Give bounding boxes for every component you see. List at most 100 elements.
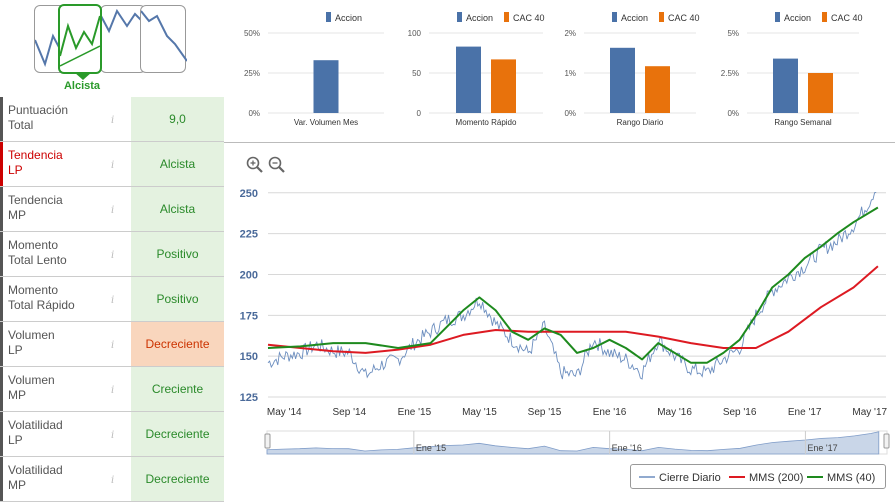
y-tick-label: 25%: [244, 69, 260, 78]
info-icon[interactable]: i: [111, 430, 115, 441]
y-tick-label: 50%: [244, 29, 260, 38]
bar-accion[interactable]: [773, 58, 798, 113]
legend-label: Accion: [621, 13, 648, 23]
navigator-left-handle[interactable]: [264, 433, 271, 449]
info-icon[interactable]: i: [111, 160, 115, 171]
legend-swatch: [822, 12, 827, 22]
indicator-label-line2: LP: [8, 343, 23, 357]
x-tick-label: Ene '16: [593, 407, 627, 418]
legend-label: CAC 40: [513, 13, 545, 23]
y-tick-label: 200: [240, 269, 258, 281]
indicator-value: Decreciente: [131, 412, 224, 456]
info-icon[interactable]: i: [111, 115, 115, 126]
trend-option-bullish[interactable]: [58, 4, 102, 74]
y-tick-label: 5%: [727, 29, 739, 38]
indicator-row: Tendencia LP i Alcista: [0, 142, 224, 187]
trend-option-down[interactable]: [140, 5, 188, 73]
x-tick-label: Ene '15: [398, 407, 432, 418]
indicator-table: Puntuación Total i 9,0 Tendencia LP i Alcista Te…: [0, 97, 224, 502]
info-icon[interactable]: i: [111, 475, 115, 486]
mini-chart-xlabel: Momento Rápido: [456, 118, 517, 127]
x-tick-label: May '14: [267, 407, 302, 418]
x-tick-label: May '15: [462, 407, 497, 418]
indicator-label: Momento Total Lento i: [0, 232, 130, 276]
info-icon[interactable]: i: [111, 295, 115, 306]
indicator-label-line1: Volumen: [8, 373, 55, 387]
legend-label-0[interactable]: Cierre Diario: [659, 472, 721, 484]
indicator-value: Decreciente: [131, 457, 224, 501]
indicator-label: Volumen MP i: [0, 367, 130, 411]
info-icon[interactable]: i: [111, 340, 115, 351]
indicator-value: 9,0: [131, 97, 224, 141]
y-tick-label: 1%: [564, 69, 576, 78]
bar-accion[interactable]: [456, 46, 481, 113]
x-tick-label: May '17: [852, 407, 887, 418]
bar-cac-40[interactable]: [491, 59, 516, 113]
legend-label: Accion: [784, 13, 811, 23]
y-tick-label: 0%: [564, 109, 576, 118]
indicator-label: Tendencia LP i: [0, 142, 130, 186]
indicator-label-line2: Total: [8, 118, 34, 132]
price-chart[interactable]: 125 150 175 200 225 250 May '14 Sep '14 Ene '15 M…: [224, 144, 895, 501]
y-tick-label: 175: [240, 310, 258, 322]
trend-option-neutral[interactable]: [100, 5, 148, 73]
legend-label: CAC 40: [831, 13, 863, 23]
indicator-label: Momento Total Rápido i: [0, 277, 130, 321]
y-tick-label: 0%: [248, 109, 260, 118]
navigator-tick-label: Ene '15: [416, 443, 446, 453]
indicator-label-line2: LP: [8, 433, 23, 447]
bar-cac-40[interactable]: [808, 73, 833, 113]
legend-label-1[interactable]: MMS (200): [749, 472, 803, 484]
indicator-row: Momento Total Rápido i Positivo: [0, 277, 224, 322]
legend-swatch: [775, 12, 780, 22]
mini-chart-0: Accion 0% 25% 50% Var. Volumen Mes: [244, 12, 384, 127]
indicator-label-line2: MP: [8, 388, 26, 402]
indicator-label-line2: MP: [8, 208, 26, 222]
bar-cac-40[interactable]: [645, 66, 670, 113]
price-chart-legend: Cierre Diario MMS (200) MMS (40): [630, 464, 886, 489]
indicator-panel: Alcista Puntuación Total i 9,0 Tendencia LP i A…: [0, 0, 224, 502]
y-tick-label: 225: [240, 229, 258, 241]
trend-pointer-icon: [74, 72, 92, 80]
x-tick-label: Sep '16: [723, 407, 757, 418]
mini-chart-2: Accion CAC 40 0% 1% 2% Rango Diario: [564, 12, 700, 127]
x-tick-label: Ene '17: [788, 407, 822, 418]
series-mms-40-[interactable]: [267, 206, 879, 364]
navigator-right-handle[interactable]: [883, 433, 890, 449]
indicator-label-line1: Momento: [8, 283, 59, 297]
indicator-label: Volumen LP i: [0, 322, 130, 366]
y-tick-label: 150: [240, 351, 258, 363]
zoom-in-icon[interactable]: [246, 156, 264, 174]
trend-selected-label: Alcista: [63, 80, 101, 92]
navigator-tick-label: Ene '16: [612, 443, 642, 453]
indicator-value: Positivo: [131, 232, 224, 276]
indicator-value: Alcista: [131, 187, 224, 231]
trend-neutral-icon: [100, 8, 148, 34]
series-cierre-diario[interactable]: [267, 191, 877, 380]
y-tick-label: 2.5%: [721, 69, 739, 78]
trend-down-icon: [140, 10, 188, 62]
indicator-row: Volatilidad MP i Decreciente: [0, 457, 224, 502]
legend-label: Accion: [466, 13, 493, 23]
x-tick-label: Sep '14: [333, 407, 367, 418]
mini-chart-xlabel: Var. Volumen Mes: [294, 118, 358, 127]
info-icon[interactable]: i: [111, 385, 115, 396]
bar-accion[interactable]: [610, 47, 635, 113]
zoom-out-icon[interactable]: [268, 156, 286, 174]
indicator-row: Puntuación Total i 9,0: [0, 97, 224, 142]
legend-label-2[interactable]: MMS (40): [827, 472, 875, 484]
bar-accion[interactable]: [313, 60, 339, 113]
info-icon[interactable]: i: [111, 250, 115, 261]
indicator-row: Momento Total Lento i Positivo: [0, 232, 224, 277]
indicator-label: Puntuación Total i: [0, 97, 130, 141]
y-tick-label: 0: [417, 109, 422, 118]
mini-chart-xlabel: Rango Diario: [617, 118, 664, 127]
info-icon[interactable]: i: [111, 205, 115, 216]
indicator-label: Tendencia MP i: [0, 187, 130, 231]
legend-swatch: [612, 12, 617, 22]
indicator-label-line2: Total Lento: [8, 253, 67, 267]
indicator-value: Alcista: [131, 142, 224, 186]
series-mms-200-[interactable]: [267, 265, 879, 354]
legend-label: Accion: [335, 13, 362, 23]
indicator-label-line1: Tendencia: [8, 148, 63, 162]
